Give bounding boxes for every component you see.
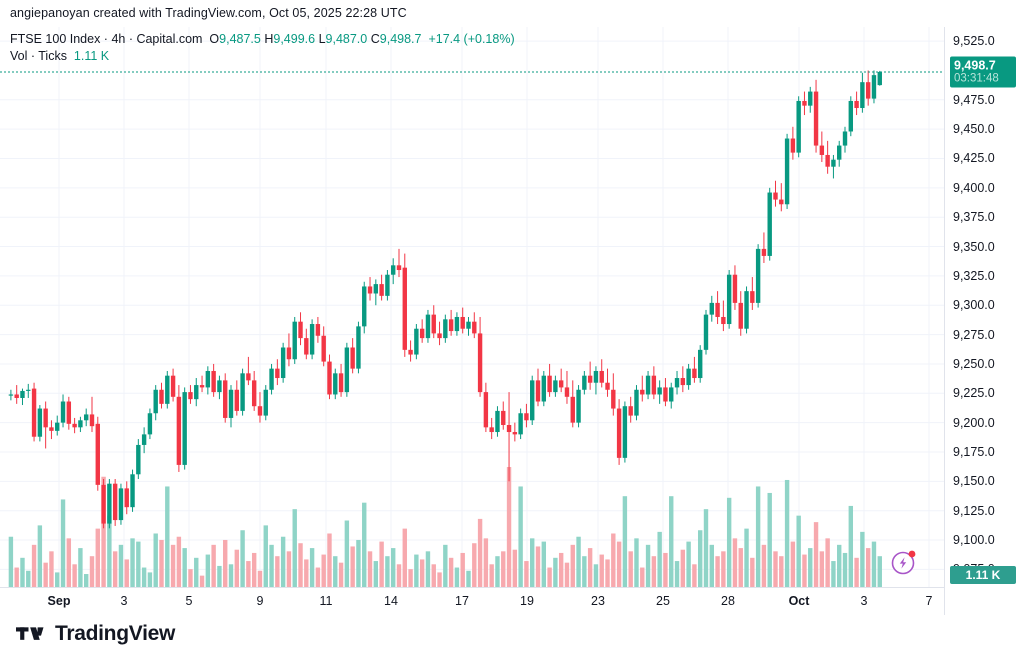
chart-plot-area[interactable]	[0, 27, 944, 587]
bar-countdown: 03:31:48	[954, 72, 999, 85]
time-tick-label: Oct	[788, 594, 810, 608]
chart-container[interactable]: FTSE 100 Index · 4h · Capital.com O9,487…	[0, 27, 1024, 616]
time-tick-label: 25	[656, 594, 670, 608]
tradingview-brand-label: TradingView	[55, 622, 176, 645]
price-tick-label: 9,100.0	[953, 533, 995, 548]
price-tick-label: 9,375.0	[953, 210, 995, 225]
time-tick-label: 28	[721, 594, 735, 608]
time-tick-label: 17	[455, 594, 469, 608]
candlestick-chart	[0, 27, 944, 587]
volume-bars	[8, 467, 882, 587]
price-tick-label: 9,525.0	[953, 34, 995, 49]
price-tick-label: 9,275.0	[953, 327, 995, 342]
alert-lightning-icon[interactable]	[891, 549, 917, 575]
price-axis[interactable]: 9,498.7 03:31:48 1.11 K 9,525.0 9,475.0 9,…	[944, 27, 1024, 615]
price-tick-label: 9,250.0	[953, 356, 995, 371]
current-price-badge[interactable]: 9,498.7 03:31:48	[950, 56, 1016, 88]
price-tick-label: 9,150.0	[953, 474, 995, 489]
price-tick-label: 9,300.0	[953, 298, 995, 313]
time-tick-label: 14	[384, 594, 398, 608]
price-tick-label: 9,225.0	[953, 386, 995, 401]
time-tick-label: 9	[256, 594, 264, 608]
price-tick-label: 9,400.0	[953, 180, 995, 195]
tradingview-logo-icon	[16, 627, 44, 640]
price-tick-label: 9,450.0	[953, 122, 995, 137]
tradingview-footer[interactable]: TradingView	[16, 622, 175, 646]
current-price-value: 9,498.7	[954, 58, 996, 73]
price-tick-label: 9,200.0	[953, 415, 995, 430]
time-tick-label: 23	[591, 594, 605, 608]
time-tick-label: 3	[860, 594, 868, 608]
price-tick-label: 9,175.0	[953, 444, 995, 459]
volume-badge[interactable]: 1.11 K	[950, 566, 1016, 584]
time-tick-label: 3	[120, 594, 128, 608]
price-tick-label: 9,475.0	[953, 92, 995, 107]
price-tick-label: 9,325.0	[953, 268, 995, 283]
time-tick-label: Sep	[47, 594, 71, 608]
candlesticks	[8, 70, 882, 529]
grid-lines	[0, 27, 944, 587]
price-tick-label: 9,125.0	[953, 503, 995, 518]
time-axis[interactable]: Sep 3 5 9 11 14 17 19 23 25 28 Oct 3 7	[0, 587, 944, 616]
time-tick-label: 11	[319, 594, 333, 608]
attribution-text: angiepanoyan created with TradingView.co…	[10, 6, 407, 20]
time-tick-label: 5	[185, 594, 193, 608]
price-tick-label: 9,350.0	[953, 239, 995, 254]
price-tick-label: 9,425.0	[953, 151, 995, 166]
time-tick-label: 7	[925, 594, 933, 608]
time-tick-label: 19	[520, 594, 534, 608]
